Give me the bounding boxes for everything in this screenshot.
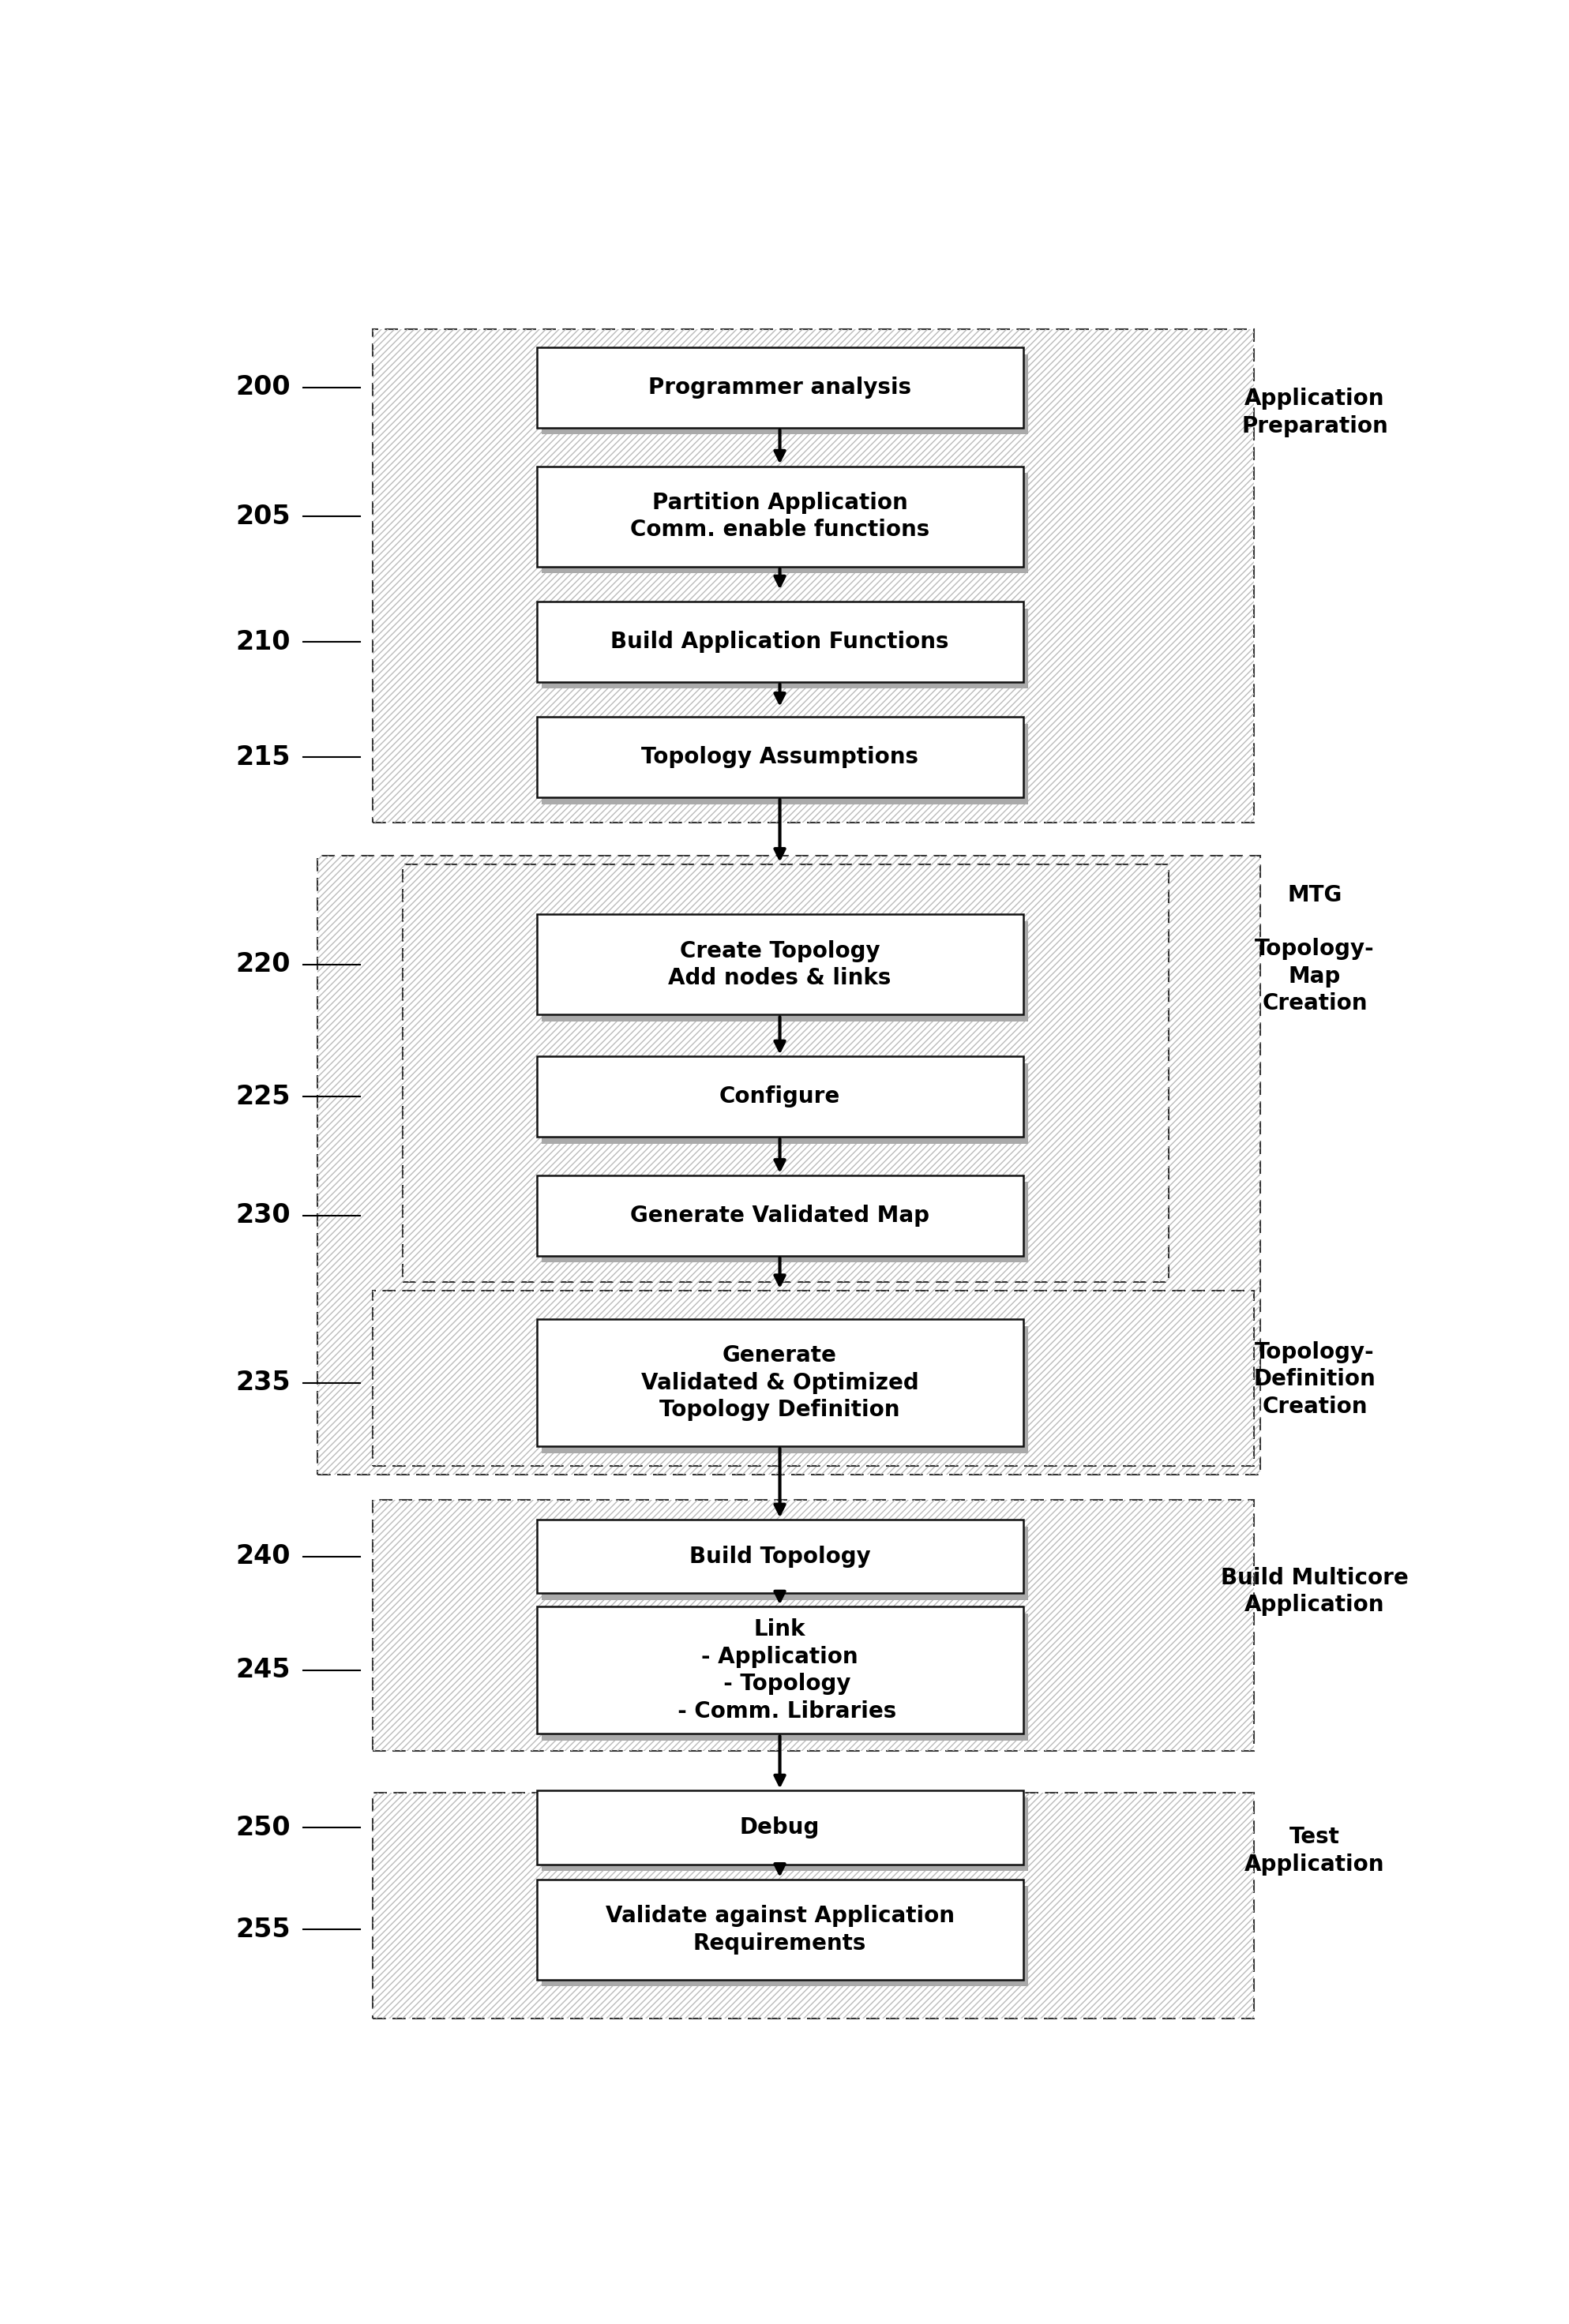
Bar [541, 723, 1028, 804]
Text: Create Topology
Add nodes & links: Create Topology Add nodes & links [668, 939, 891, 990]
Text: Topology-
Definition
Creation: Topology- Definition Creation [1254, 1341, 1376, 1418]
Bar [372, 330, 1254, 823]
Bar [537, 1520, 1023, 1594]
Text: Application
Preparation: Application Preparation [1241, 388, 1389, 437]
Bar [372, 1792, 1254, 2017]
Text: Generate
Validated & Optimized
Topology Definition: Generate Validated & Optimized Topology … [640, 1343, 919, 1420]
Text: Topology-
Map
Creation: Topology- Map Creation [1255, 939, 1374, 1016]
Bar [537, 1606, 1023, 1734]
Bar [537, 602, 1023, 681]
Text: MTG: MTG [1288, 885, 1341, 906]
Bar [537, 1176, 1023, 1255]
Bar [403, 865, 1169, 1283]
Bar [537, 467, 1023, 567]
Bar [541, 1183, 1028, 1262]
Bar [537, 1880, 1023, 1980]
Bar [372, 1290, 1254, 1466]
Text: 235: 235 [235, 1369, 290, 1397]
Text: 240: 240 [235, 1543, 290, 1569]
Text: Link
- Application
  - Topology
  - Comm. Libraries: Link - Application - Topology - Comm. Li… [662, 1618, 897, 1722]
Text: 245: 245 [235, 1657, 290, 1683]
Text: 205: 205 [235, 504, 290, 530]
Text: 215: 215 [235, 744, 290, 769]
Text: Build Application Functions: Build Application Functions [610, 630, 949, 653]
Text: Build Topology: Build Topology [689, 1545, 871, 1569]
Bar [317, 855, 1260, 1476]
Text: Validate against Application
Requirements: Validate against Application Requirement… [606, 1906, 954, 1954]
Bar [541, 1527, 1028, 1601]
Bar [541, 920, 1028, 1023]
Bar [541, 353, 1028, 435]
Text: Configure: Configure [719, 1085, 841, 1109]
Bar [372, 1499, 1254, 1750]
Bar [541, 1064, 1028, 1143]
Bar [537, 349, 1023, 428]
Text: Topology Assumptions: Topology Assumptions [642, 746, 918, 769]
Bar [372, 1499, 1254, 1750]
Text: Test
Application: Test Application [1244, 1827, 1385, 1875]
Bar [537, 1320, 1023, 1446]
Bar [372, 330, 1254, 823]
Bar [372, 1290, 1254, 1466]
Bar [403, 865, 1169, 1283]
Text: Partition Application
Comm. enable functions: Partition Application Comm. enable funct… [631, 493, 929, 541]
Text: Debug: Debug [739, 1817, 821, 1838]
Bar [541, 1325, 1028, 1452]
Text: 225: 225 [235, 1083, 290, 1111]
Text: 255: 255 [235, 1917, 290, 1943]
Bar [541, 1887, 1028, 1987]
Bar [372, 1792, 1254, 2017]
Bar [541, 1796, 1028, 1871]
Text: 210: 210 [235, 630, 290, 655]
Bar [317, 855, 1260, 1476]
Bar [541, 1613, 1028, 1741]
Text: Generate Validated Map: Generate Validated Map [631, 1204, 929, 1227]
Text: 230: 230 [235, 1202, 290, 1229]
Text: 220: 220 [235, 951, 290, 978]
Bar [537, 913, 1023, 1016]
Text: Programmer analysis: Programmer analysis [648, 376, 912, 400]
Bar [537, 1057, 1023, 1136]
Bar [537, 718, 1023, 797]
Text: 200: 200 [235, 374, 290, 400]
Text: 250: 250 [235, 1815, 290, 1841]
Bar [541, 609, 1028, 688]
Text: Build Multicore
Application: Build Multicore Application [1221, 1566, 1409, 1615]
Bar [541, 472, 1028, 574]
Bar [537, 1792, 1023, 1864]
